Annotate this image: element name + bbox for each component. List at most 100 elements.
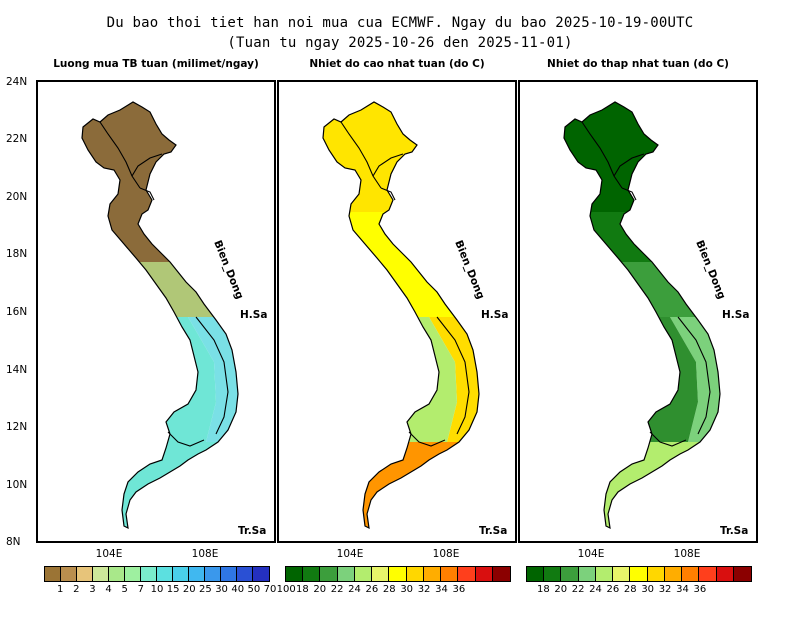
boundary-south [167, 431, 205, 447]
colorbar-swatch [205, 567, 221, 581]
vietnam-map-tmax: Bien_Dong H.Sa Tr.Sa [322, 101, 508, 537]
lon-label-104e-p1: 104E [95, 548, 123, 560]
colorbar-ticks-rainfall: 1 2 3 4 5 7 10 15 20 25 30 40 50 70 100 [44, 584, 296, 598]
panel-title-rainfall: Luong mua TB tuan (milimet/ngay) [53, 58, 259, 70]
colorbar-tick-label: 30 [641, 584, 655, 595]
colorbar-tick-label: 5 [121, 584, 128, 595]
colorbar-swatch [109, 567, 125, 581]
boundary-north-south [139, 187, 155, 201]
lat-label-16n: 16N [6, 306, 28, 318]
region-north [323, 102, 479, 212]
colorbar-ticks-tmax: 18 20 22 24 26 28 30 32 34 36 [285, 584, 511, 598]
colorbar-tick-label: 40 [231, 584, 245, 595]
lon-label-104e-p3: 104E [577, 548, 605, 560]
region-central-highlands [323, 317, 457, 442]
colorbar-tick-label: 24 [589, 584, 602, 595]
colorbar-swatch [61, 567, 77, 581]
colorbar-tick-label: 32 [658, 584, 672, 595]
colorbar-tick-label: 20 [313, 584, 327, 595]
lat-label-12n: 12N [6, 421, 28, 433]
boundary-central [195, 316, 229, 435]
colorbar-swatch [406, 567, 424, 581]
colorbar-swatch [189, 567, 205, 581]
panel-title-tmax: Nhiet do cao nhat tuan (do C) [309, 58, 485, 70]
colorbar-swatch [613, 567, 631, 581]
colorbar-swatch [682, 567, 700, 581]
lat-label-18n: 18N [6, 248, 28, 260]
colorbar-swatch [253, 567, 269, 581]
colorbar-swatch [221, 567, 237, 581]
vietnam-map-rainfall: Bien_Dong H.Sa Tr.Sa [81, 101, 267, 537]
colorbar-tick-label: 28 [382, 584, 396, 595]
colorbar-tick-label: 7 [137, 584, 145, 595]
colorbar-tick-label: 50 [247, 584, 261, 595]
map-panel-rainfall: Bien_Dong H.Sa Tr.Sa [36, 80, 276, 543]
label-hoang-sa: H.Sa [240, 309, 267, 321]
colorbar-swatch [125, 567, 141, 581]
colorbar-swatch [93, 567, 109, 581]
lon-label-104e-p2: 104E [336, 548, 364, 560]
boundary-south [649, 431, 687, 447]
label-hoang-sa: H.Sa [722, 309, 749, 321]
colorbar-tick-label: 18 [296, 584, 309, 595]
colorbar-swatch [561, 567, 579, 581]
colorbar-ticks-tmin: 18 20 22 24 26 28 30 32 34 36 [526, 584, 752, 598]
colorbar-tick-label: 15 [166, 584, 180, 595]
region-north-central [564, 212, 720, 262]
colorbar-swatch [595, 567, 614, 581]
colorbar-tick-label: 28 [623, 584, 637, 595]
colorbar-tick-label: 10 [150, 584, 164, 595]
region-central-coast [670, 317, 720, 442]
lat-label-14n: 14N [6, 364, 28, 376]
colorbar-tick-label: 22 [571, 584, 585, 595]
colorbar-tick-label: 100 [276, 584, 296, 595]
label-bien-dong: Bien_Dong [452, 239, 486, 301]
label-truong-sa: Tr.Sa [479, 525, 507, 537]
lat-label-8n: 8N [6, 536, 21, 548]
boundary-central [436, 316, 470, 435]
region-central-highlands [564, 317, 698, 442]
colorbar-swatch [237, 567, 253, 581]
colorbar-swatch [337, 567, 355, 581]
boundary-north-arc [372, 153, 404, 177]
boundary-northwest [581, 121, 623, 189]
colorbar-tick-label: 26 [606, 584, 620, 595]
colorbar-swatch [354, 567, 373, 581]
lat-label-10n: 10N [6, 479, 28, 491]
land-fill [82, 102, 238, 528]
colorbar-tick-label: 22 [330, 584, 344, 595]
colorbar-swatch [77, 567, 93, 581]
lat-label-22n: 22N [6, 133, 28, 145]
colorbar-tick-label: 70 [263, 584, 277, 595]
map-panel-tmin: Bien_Dong H.Sa Tr.Sa [518, 80, 758, 543]
colorbar-tick-label: 26 [365, 584, 379, 595]
label-bien-dong: Bien_Dong [693, 239, 727, 301]
colorbar-tick-label: 36 [693, 584, 707, 595]
boundary-north-arc [131, 153, 163, 177]
colorbar-swatch [664, 567, 683, 581]
colorbar-tick-label: 30 [400, 584, 414, 595]
colorbar-tick-label: 1 [56, 584, 64, 595]
boundary-south [408, 431, 446, 447]
colorbar-tick-label: 30 [215, 584, 228, 595]
boundary-north-arc [613, 153, 645, 177]
coastline-border [322, 101, 480, 530]
colorbar-tick-label: 3 [89, 584, 96, 595]
colorbar-tick-label: 20 [554, 584, 568, 595]
colorbar-swatch [699, 567, 717, 581]
region-central-coast [429, 317, 479, 442]
colorbar-tmin [526, 566, 752, 582]
lon-label-108e-p2: 108E [432, 548, 460, 560]
lat-label-24n: 24N [6, 76, 28, 88]
colorbar-tick-label: 4 [105, 584, 112, 595]
colorbar-swatch [733, 567, 752, 581]
colorbar-swatch [527, 567, 545, 581]
label-bien-dong: Bien_Dong [211, 239, 245, 301]
colorbar-swatch [647, 567, 665, 581]
colorbar-swatch [544, 567, 562, 581]
colorbar-swatch [389, 567, 407, 581]
colorbar-rainfall [44, 566, 270, 582]
region-north [82, 102, 238, 212]
label-truong-sa: Tr.Sa [720, 525, 748, 537]
colorbar-swatch [45, 567, 61, 581]
